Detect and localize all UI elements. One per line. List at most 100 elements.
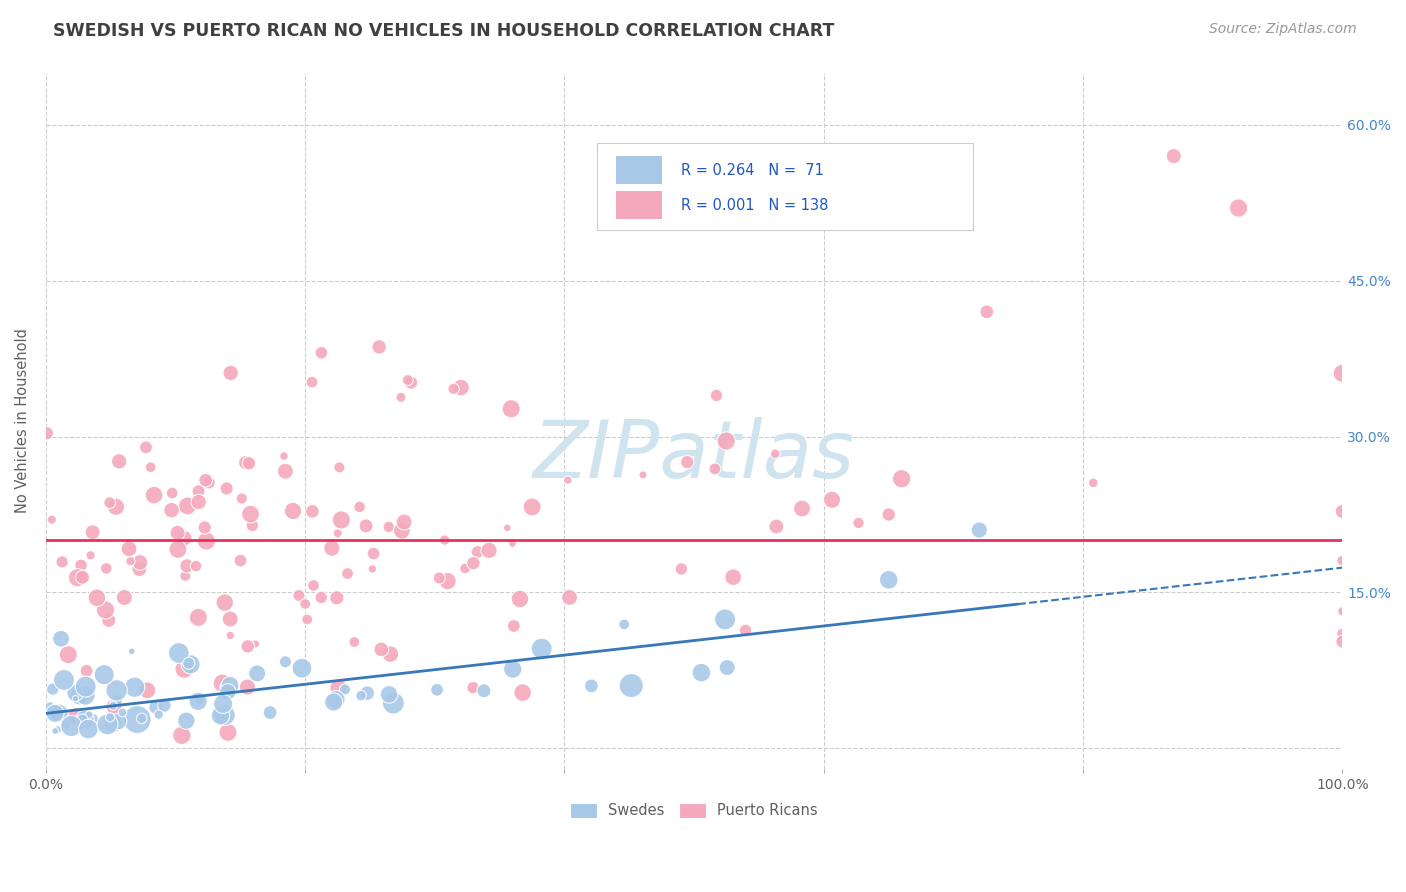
Point bbox=[215, 482, 238, 496]
Point bbox=[153, 698, 176, 713]
Point bbox=[82, 712, 104, 726]
Point bbox=[613, 617, 636, 632]
Point bbox=[291, 661, 314, 675]
Point bbox=[557, 473, 579, 487]
Point bbox=[58, 648, 80, 662]
Point bbox=[763, 447, 786, 461]
Point bbox=[188, 693, 211, 707]
Point bbox=[195, 534, 218, 549]
Point bbox=[302, 578, 325, 592]
FancyBboxPatch shape bbox=[598, 143, 973, 229]
Point bbox=[311, 346, 333, 360]
FancyBboxPatch shape bbox=[616, 156, 662, 185]
Point bbox=[1331, 504, 1354, 518]
Point bbox=[765, 519, 787, 533]
Point bbox=[433, 533, 456, 547]
Point bbox=[530, 641, 553, 656]
Point bbox=[354, 519, 377, 533]
Point bbox=[42, 682, 65, 697]
Point bbox=[51, 555, 73, 569]
Point bbox=[108, 454, 131, 468]
Point bbox=[173, 531, 195, 545]
Point bbox=[309, 591, 332, 605]
Point bbox=[236, 680, 259, 694]
Point bbox=[176, 714, 198, 728]
Point bbox=[478, 543, 501, 558]
Point bbox=[721, 570, 744, 584]
Point bbox=[148, 707, 170, 722]
Point bbox=[502, 662, 524, 676]
Point bbox=[167, 542, 190, 557]
Text: Source: ZipAtlas.com: Source: ZipAtlas.com bbox=[1209, 22, 1357, 37]
Point bbox=[461, 681, 484, 695]
Point bbox=[520, 500, 543, 514]
Point bbox=[136, 683, 159, 698]
Point bbox=[53, 673, 76, 687]
Point bbox=[105, 693, 128, 707]
Point bbox=[676, 455, 699, 469]
Point bbox=[70, 558, 93, 573]
Point bbox=[104, 500, 127, 514]
Point bbox=[170, 728, 193, 742]
Point bbox=[509, 592, 531, 607]
Point bbox=[281, 504, 304, 518]
Point bbox=[79, 549, 101, 563]
Point bbox=[1331, 626, 1354, 640]
Point bbox=[121, 644, 143, 658]
Point bbox=[97, 613, 120, 627]
Point bbox=[326, 526, 349, 541]
Point bbox=[501, 536, 523, 550]
Point bbox=[454, 561, 477, 575]
Point bbox=[217, 725, 239, 739]
Point bbox=[427, 571, 450, 585]
Point bbox=[848, 516, 870, 530]
Point bbox=[107, 714, 129, 729]
Point bbox=[139, 460, 162, 475]
Point bbox=[436, 574, 458, 588]
Text: ZIPatlas: ZIPatlas bbox=[533, 417, 855, 495]
Point bbox=[790, 501, 813, 516]
Point bbox=[98, 496, 121, 510]
Point bbox=[174, 569, 197, 583]
Point bbox=[143, 488, 166, 502]
Point bbox=[396, 373, 419, 387]
Point bbox=[112, 591, 135, 605]
Point bbox=[214, 596, 236, 610]
Point bbox=[101, 717, 124, 731]
Point bbox=[239, 507, 262, 521]
Point bbox=[716, 660, 738, 674]
Point bbox=[246, 666, 269, 681]
Point bbox=[120, 554, 142, 568]
Point bbox=[176, 499, 198, 513]
Point bbox=[48, 706, 70, 720]
Point bbox=[187, 610, 209, 624]
Point bbox=[274, 464, 297, 478]
Point bbox=[382, 696, 405, 710]
Point bbox=[301, 504, 323, 518]
Point bbox=[363, 547, 385, 561]
Point bbox=[671, 562, 693, 576]
Point bbox=[111, 706, 134, 720]
Point bbox=[166, 525, 188, 540]
Point bbox=[46, 723, 69, 737]
Point bbox=[238, 456, 260, 470]
Point bbox=[274, 655, 297, 669]
Point bbox=[75, 680, 97, 694]
Point bbox=[714, 612, 737, 626]
Point bbox=[55, 717, 77, 731]
Point bbox=[86, 591, 108, 605]
Text: R = 0.264   N =  71: R = 0.264 N = 71 bbox=[681, 163, 824, 178]
Point bbox=[187, 694, 209, 708]
Point bbox=[41, 513, 63, 527]
Point bbox=[212, 697, 235, 711]
Point bbox=[49, 632, 72, 646]
Point bbox=[240, 518, 263, 533]
Point bbox=[378, 687, 401, 701]
Point bbox=[173, 662, 195, 676]
Point bbox=[1331, 604, 1354, 618]
Point bbox=[127, 713, 149, 727]
Point bbox=[101, 698, 124, 713]
FancyBboxPatch shape bbox=[616, 191, 662, 219]
Point bbox=[391, 524, 413, 538]
Legend: Swedes, Puerto Ricans: Swedes, Puerto Ricans bbox=[565, 797, 824, 824]
